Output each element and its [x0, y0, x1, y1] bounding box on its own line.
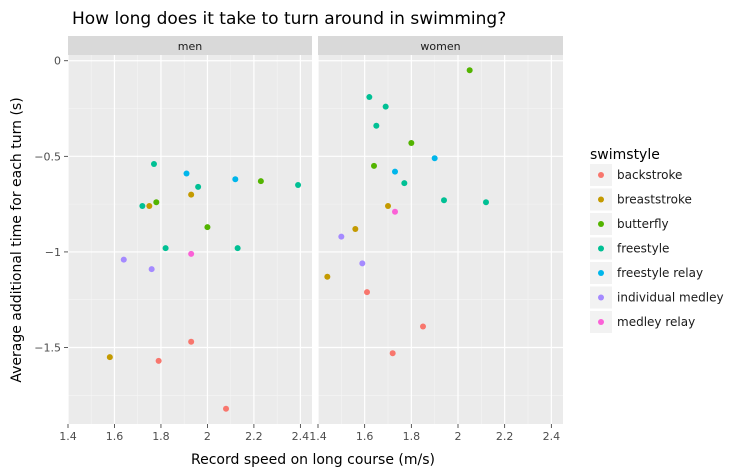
legend-item: backstroke: [590, 164, 682, 186]
data-point: [401, 180, 408, 187]
x-tick-label: 1.8: [403, 430, 421, 443]
legend-item: butterfly: [590, 213, 669, 235]
data-point: [364, 289, 370, 296]
legend-marker: [598, 196, 604, 203]
panel-men: men 1.4 1.6 1.8 2 2.2 2.4 0 −0.5 −1 −1.5: [34, 36, 312, 443]
data-point: [420, 323, 426, 330]
data-point: [148, 266, 155, 273]
data-point: [153, 199, 160, 206]
x-tick-label: 2: [204, 430, 211, 443]
x-tick-label: 2.4: [543, 430, 561, 443]
data-point: [352, 225, 359, 232]
data-point: [324, 273, 331, 280]
facet-label: men: [178, 40, 202, 53]
data-point: [359, 260, 366, 267]
data-point: [188, 250, 195, 257]
x-tick-label: 2.2: [496, 430, 514, 443]
legend-item: individual medley: [590, 286, 724, 309]
data-point: [385, 203, 391, 210]
legend-label: backstroke: [617, 168, 682, 182]
data-point: [232, 176, 239, 183]
y-tick-label: 0: [54, 55, 61, 68]
y-axis-label: Average additional time for each turn (s…: [9, 97, 25, 382]
data-point: [188, 191, 195, 198]
data-point: [441, 197, 447, 204]
legend-item: medley relay: [590, 311, 695, 333]
x-tick-label: 1.4: [309, 430, 327, 443]
data-point: [155, 357, 162, 364]
data-point: [139, 203, 146, 210]
x-tick-label: 1.6: [356, 430, 374, 443]
legend-item: freestyle: [590, 237, 669, 260]
data-point: [146, 203, 153, 210]
data-point: [162, 245, 169, 252]
data-point: [431, 155, 438, 162]
data-point: [183, 170, 190, 177]
data-point: [223, 405, 230, 412]
legend-marker: [598, 172, 604, 178]
data-point: [483, 199, 489, 206]
legend-marker: [598, 221, 604, 227]
legend-label: individual medley: [617, 291, 724, 305]
data-point: [106, 354, 113, 361]
y-tick-label: −1.5: [34, 342, 61, 355]
data-point: [295, 182, 302, 189]
legend-label: freestyle relay: [617, 266, 703, 280]
x-axis-label: Record speed on long course (m/s): [191, 452, 435, 468]
data-point: [366, 94, 373, 101]
legend-marker: [598, 319, 604, 325]
x-tick-label: 2.4: [292, 430, 310, 443]
data-point: [234, 245, 241, 252]
chart-title: How long does it take to turn around in …: [72, 9, 506, 29]
data-point: [371, 162, 377, 169]
data-point: [392, 208, 398, 215]
data-point: [257, 178, 264, 185]
data-point: [466, 67, 473, 74]
legend-item: freestyle relay: [590, 262, 703, 284]
data-point: [392, 168, 398, 175]
legend-label: freestyle: [617, 242, 669, 256]
legend-label: breaststroke: [617, 193, 692, 207]
y-tick-label: −1: [45, 246, 61, 259]
panel-women: women 1.4 1.6 1.8 2 2.2 2.4: [309, 36, 563, 443]
legend-marker: [598, 270, 604, 276]
legend-title: swimstyle: [590, 147, 660, 163]
y-tick-label: −0.5: [34, 150, 61, 163]
data-point: [188, 338, 195, 345]
data-point: [382, 103, 389, 110]
legend-label: medley relay: [617, 315, 695, 329]
data-point: [389, 350, 396, 357]
legend-label: butterfly: [617, 217, 669, 231]
legend-marker: [598, 245, 604, 252]
plot-layer: men 1.4 1.6 1.8 2 2.2 2.4 0 −0.5 −1 −1.5 women 1.4 1.…: [34, 36, 563, 443]
x-tick-label: 1.8: [152, 430, 170, 443]
legend-item: breaststroke: [590, 188, 692, 211]
x-tick-label: 2.2: [245, 430, 263, 443]
legend-marker: [598, 294, 604, 301]
data-point: [373, 122, 380, 129]
legend: backstroke breaststroke butterfly freestyle…: [590, 164, 724, 333]
data-point: [150, 160, 157, 167]
panel-background: [318, 55, 563, 424]
x-tick-label: 2: [455, 430, 462, 443]
x-tick-label: 1.4: [59, 430, 77, 443]
facet-strip: [68, 36, 312, 55]
x-tick-label: 1.6: [106, 430, 124, 443]
data-point: [204, 224, 211, 231]
data-point: [120, 256, 127, 263]
facet-label: women: [420, 40, 460, 53]
data-point: [195, 183, 202, 190]
facet-strip: [318, 36, 563, 55]
panel-background: [68, 55, 312, 424]
data-point: [338, 233, 345, 240]
data-point: [408, 139, 415, 146]
